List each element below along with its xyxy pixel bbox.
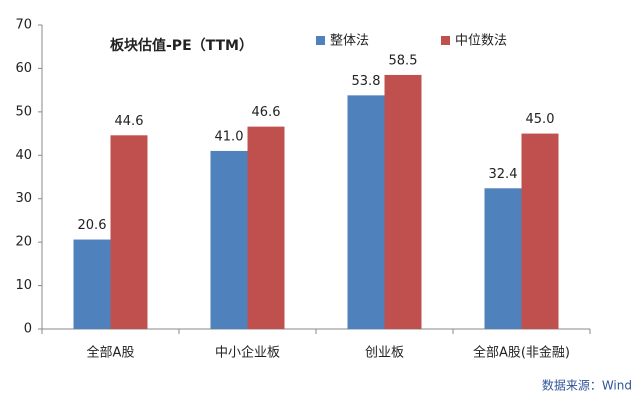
source-note: 数据来源：Wind xyxy=(542,378,632,393)
y-tick-label: 0 xyxy=(24,322,32,337)
value-label: 58.5 xyxy=(389,53,418,68)
bar xyxy=(210,150,248,329)
legend-label: 中位数法 xyxy=(455,34,507,49)
y-tick-label: 10 xyxy=(15,278,32,293)
chart-title: 板块估值-PE（TTM） xyxy=(110,37,253,54)
x-tick-label: 全部A股 xyxy=(87,345,135,361)
bar xyxy=(247,126,285,329)
y-tick-label: 40 xyxy=(15,148,32,163)
value-label: 44.6 xyxy=(115,114,144,129)
bar xyxy=(110,135,148,329)
legend-swatch xyxy=(441,36,450,45)
legend-label: 整体法 xyxy=(330,34,369,49)
bar xyxy=(521,133,559,329)
value-label: 45.0 xyxy=(526,112,555,127)
legend-swatch xyxy=(316,36,325,45)
value-label: 46.6 xyxy=(252,105,281,120)
x-tick-label: 创业板 xyxy=(365,346,404,361)
y-tick-label: 20 xyxy=(15,235,32,250)
y-tick-label: 60 xyxy=(15,61,32,76)
x-tick-label: 中小企业板 xyxy=(215,345,280,361)
x-tick-label: 全部A股(非金融) xyxy=(473,345,570,361)
y-tick-label: 70 xyxy=(15,18,32,33)
value-label: 41.0 xyxy=(215,129,244,144)
value-label: 20.6 xyxy=(78,218,107,233)
bar xyxy=(384,74,422,329)
bar xyxy=(347,95,385,330)
value-label: 53.8 xyxy=(352,74,381,89)
y-tick-label: 30 xyxy=(15,191,32,206)
bar xyxy=(73,239,111,329)
y-tick-label: 50 xyxy=(15,104,32,119)
value-label: 32.4 xyxy=(489,167,518,182)
bar xyxy=(484,188,522,329)
